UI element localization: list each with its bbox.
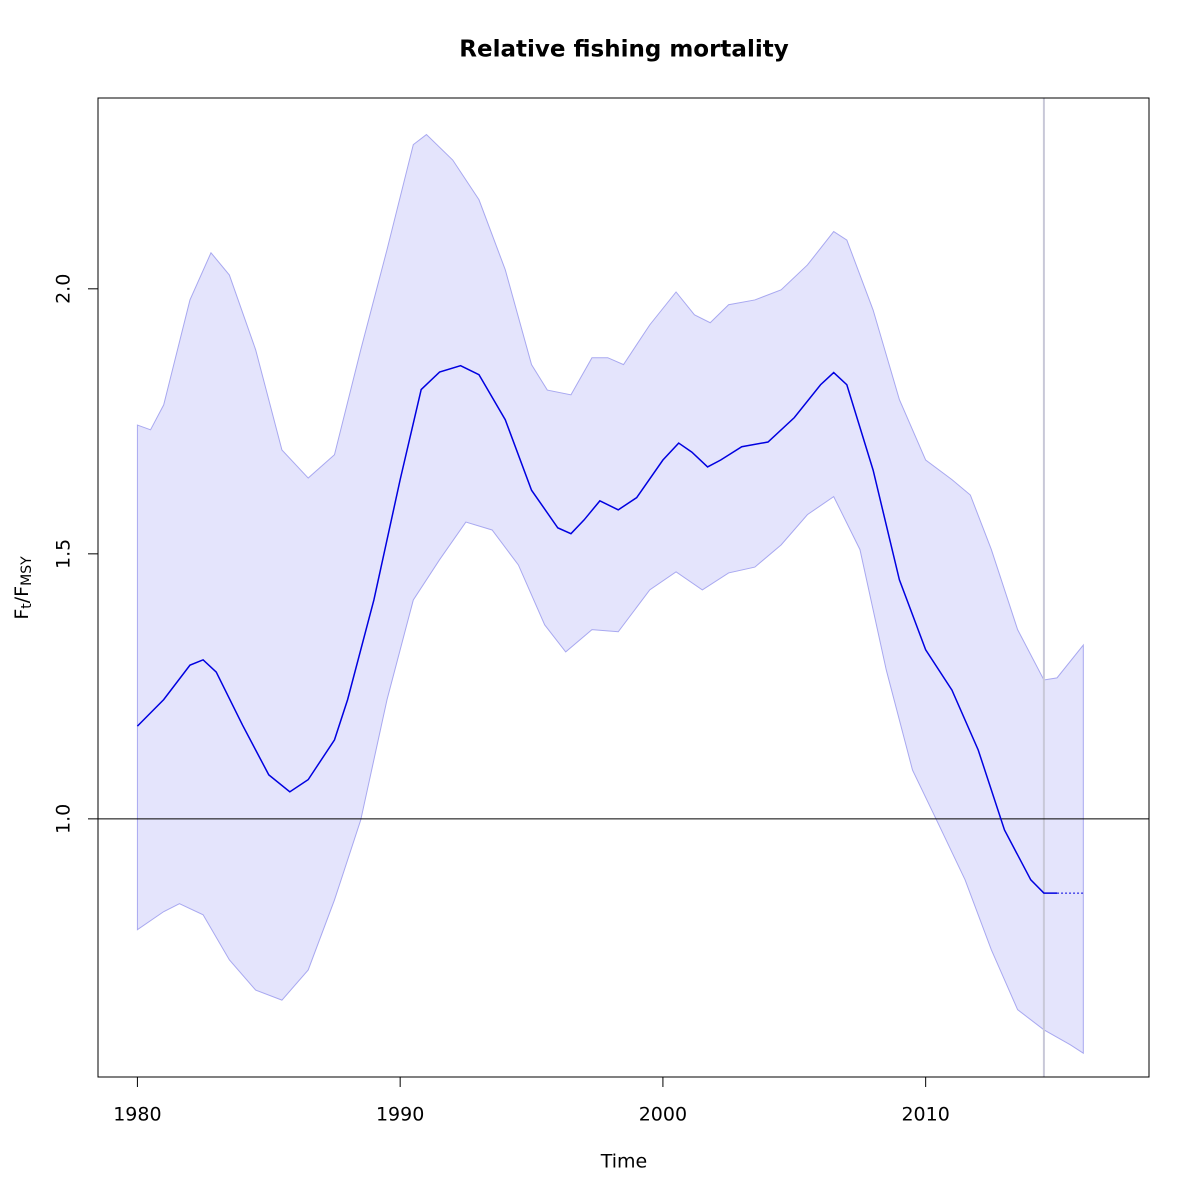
y-label-part: MSY: [19, 556, 35, 586]
x-tick-label: 1990: [376, 1104, 424, 1126]
x-axis-label: Time: [600, 1151, 648, 1173]
y-axis-label: Ft/FMSY: [11, 556, 36, 620]
y-label-part: F: [11, 609, 33, 620]
x-tick-label: 2010: [901, 1104, 949, 1126]
y-tick-label: 1.5: [53, 539, 75, 569]
confidence-band: [136, 133, 1084, 1055]
y-tick-label: 1.0: [53, 804, 75, 834]
y-tick-label: 2.0: [53, 274, 75, 304]
x-tick-label: 1980: [113, 1104, 161, 1126]
y-label-part: /F: [11, 586, 33, 603]
line: [136, 364, 1058, 894]
chart-title: Relative fishing mortality: [459, 37, 788, 63]
y-label-part: t: [19, 603, 35, 609]
x-tick-label: 2000: [639, 1104, 687, 1126]
plot-frame: [97, 97, 1150, 1078]
